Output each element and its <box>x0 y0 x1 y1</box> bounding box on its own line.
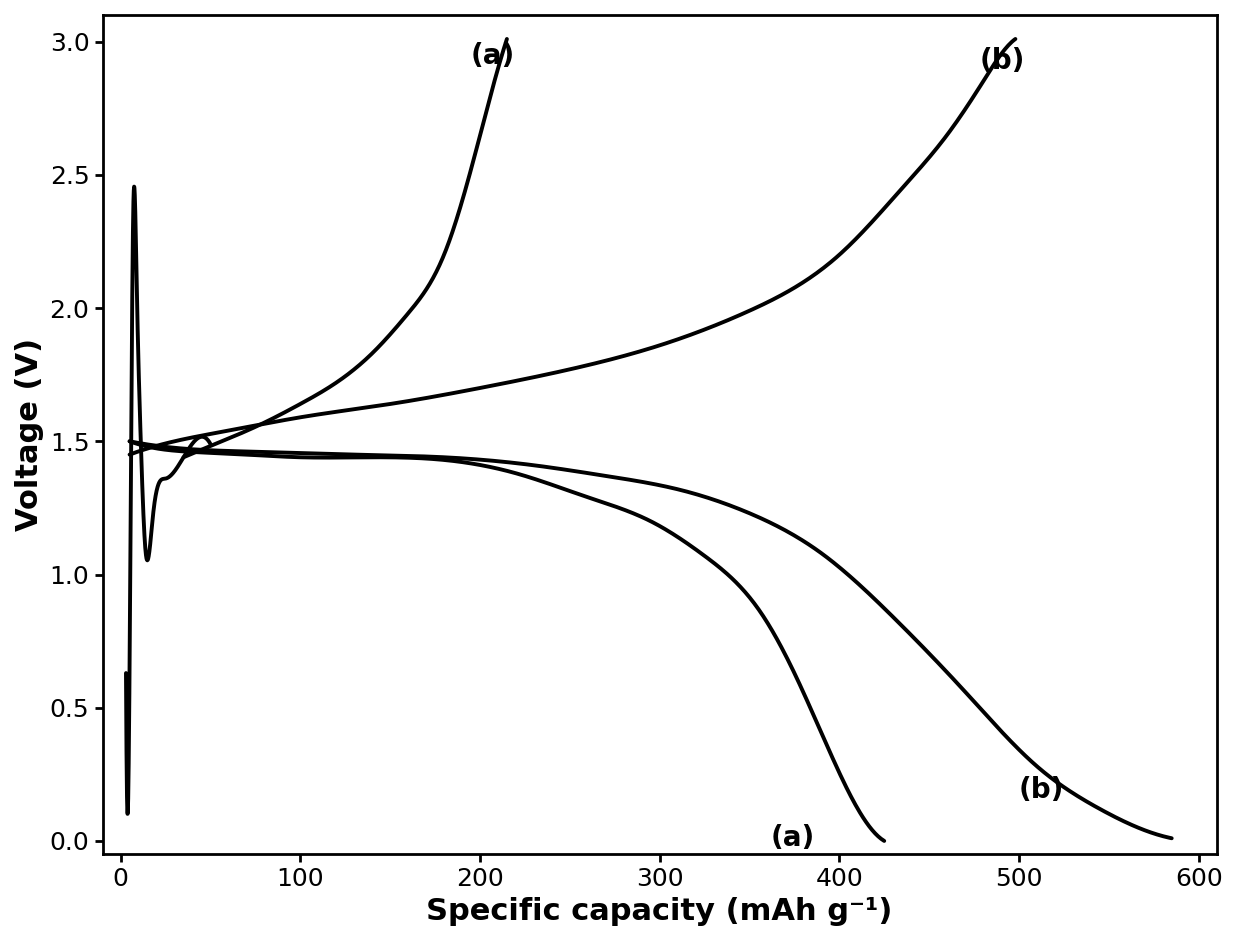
X-axis label: Specific capacity (mAh g⁻¹): Specific capacity (mAh g⁻¹) <box>427 897 893 926</box>
Y-axis label: Voltage (V): Voltage (V) <box>15 338 43 531</box>
Text: (a): (a) <box>471 41 515 70</box>
Text: (a): (a) <box>771 823 815 852</box>
Text: (b): (b) <box>1019 775 1064 804</box>
Text: (b): (b) <box>980 47 1024 75</box>
